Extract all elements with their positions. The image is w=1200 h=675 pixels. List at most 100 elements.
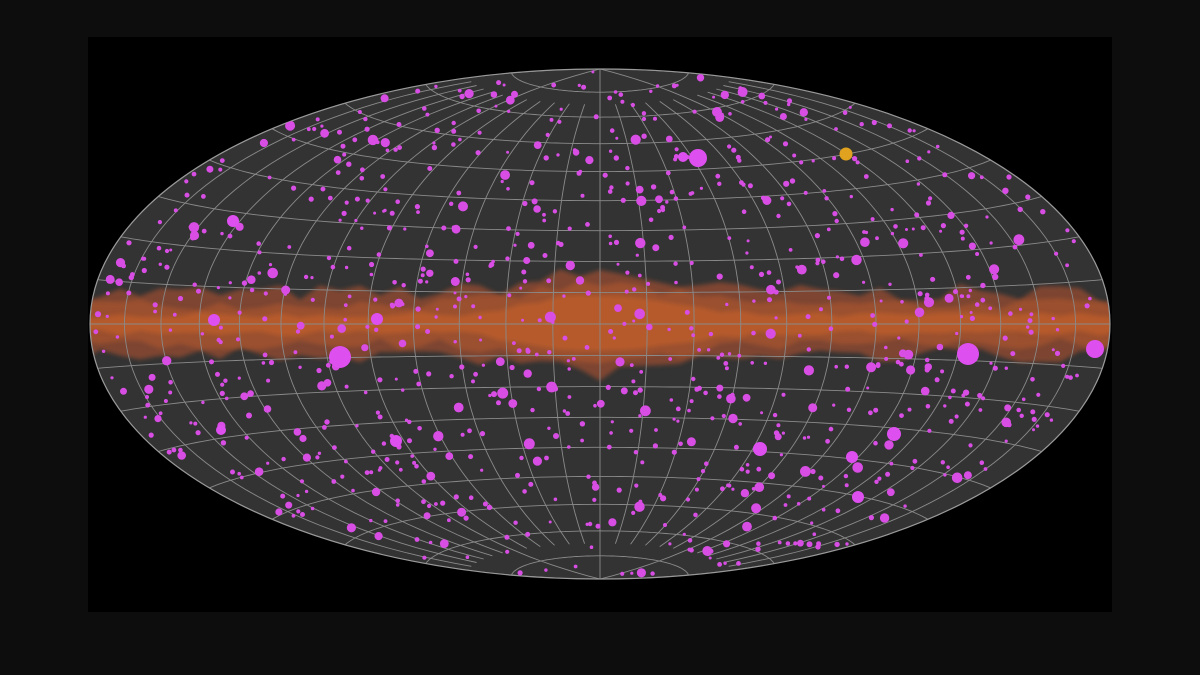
source bbox=[528, 481, 534, 487]
source bbox=[488, 393, 492, 398]
source bbox=[420, 273, 425, 278]
source bbox=[920, 386, 930, 396]
source bbox=[968, 172, 976, 180]
source bbox=[343, 303, 348, 307]
bright-source bbox=[390, 435, 402, 447]
source bbox=[331, 479, 337, 484]
source bbox=[447, 518, 451, 523]
source bbox=[654, 428, 658, 432]
source bbox=[671, 449, 677, 455]
source bbox=[337, 324, 347, 333]
source bbox=[425, 329, 431, 334]
source bbox=[766, 284, 776, 295]
source bbox=[620, 571, 625, 576]
bright-source bbox=[227, 215, 239, 227]
source bbox=[873, 407, 879, 413]
source bbox=[969, 315, 976, 321]
source bbox=[745, 463, 750, 467]
source bbox=[459, 93, 465, 100]
source bbox=[946, 465, 950, 470]
source bbox=[631, 510, 636, 515]
source bbox=[675, 406, 681, 412]
source bbox=[453, 304, 457, 309]
source bbox=[410, 454, 415, 458]
source bbox=[453, 402, 464, 413]
source bbox=[802, 467, 807, 471]
source bbox=[906, 365, 916, 375]
source bbox=[434, 84, 438, 89]
source bbox=[164, 248, 170, 254]
source bbox=[435, 307, 439, 311]
source bbox=[889, 461, 894, 466]
source bbox=[816, 541, 822, 547]
source bbox=[158, 262, 162, 266]
bright-source bbox=[371, 313, 383, 325]
source bbox=[439, 539, 449, 548]
source bbox=[992, 273, 999, 281]
source bbox=[1027, 318, 1033, 324]
source bbox=[969, 311, 973, 314]
source bbox=[166, 449, 172, 455]
source bbox=[655, 84, 660, 88]
source bbox=[329, 334, 334, 339]
source bbox=[1021, 397, 1026, 402]
source bbox=[412, 460, 417, 465]
source bbox=[912, 458, 918, 464]
source bbox=[508, 399, 518, 408]
source bbox=[145, 395, 149, 399]
source bbox=[298, 365, 302, 369]
source bbox=[263, 405, 272, 413]
source bbox=[1051, 348, 1055, 352]
source bbox=[416, 381, 422, 387]
source bbox=[669, 398, 674, 402]
source bbox=[835, 508, 841, 514]
source bbox=[884, 345, 888, 350]
source bbox=[296, 321, 305, 330]
source bbox=[432, 141, 436, 145]
source bbox=[981, 396, 986, 401]
source bbox=[960, 236, 965, 241]
source bbox=[425, 280, 429, 284]
source bbox=[545, 132, 550, 137]
source bbox=[608, 518, 617, 527]
source bbox=[905, 159, 910, 163]
source bbox=[105, 314, 109, 318]
source bbox=[1002, 420, 1008, 426]
source bbox=[169, 248, 173, 252]
source bbox=[974, 302, 980, 307]
source bbox=[635, 237, 646, 249]
source bbox=[126, 240, 132, 246]
source bbox=[433, 447, 437, 451]
source bbox=[417, 426, 422, 431]
source bbox=[209, 359, 214, 365]
source bbox=[101, 349, 106, 353]
source bbox=[267, 175, 272, 180]
source bbox=[344, 265, 349, 270]
source bbox=[834, 364, 838, 369]
source bbox=[1030, 409, 1036, 415]
source bbox=[365, 198, 370, 203]
source bbox=[584, 345, 590, 350]
source bbox=[566, 359, 571, 363]
source bbox=[296, 493, 300, 498]
source bbox=[320, 186, 326, 192]
source bbox=[360, 226, 364, 230]
source bbox=[247, 275, 256, 285]
source bbox=[754, 482, 765, 493]
source bbox=[870, 217, 875, 222]
source bbox=[629, 363, 634, 367]
source bbox=[218, 340, 223, 345]
source bbox=[1012, 244, 1018, 250]
source bbox=[765, 328, 776, 339]
source bbox=[295, 329, 301, 334]
source bbox=[613, 90, 618, 94]
source bbox=[168, 328, 173, 332]
source bbox=[341, 210, 347, 216]
source bbox=[633, 450, 639, 455]
source bbox=[745, 251, 749, 255]
source bbox=[431, 144, 438, 151]
source bbox=[369, 272, 374, 277]
source bbox=[1068, 375, 1073, 380]
source bbox=[262, 316, 268, 322]
source bbox=[800, 466, 811, 477]
